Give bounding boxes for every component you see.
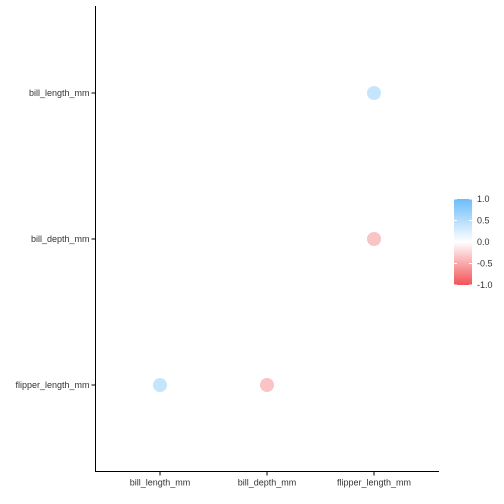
data-points	[153, 86, 381, 392]
legend-ticks: 1.0 0.5 0.0 -0.5 -1.0	[454, 194, 493, 290]
y-tick-label: bill_depth_mm	[31, 234, 90, 244]
y-tick-label: flipper_length_mm	[15, 380, 89, 390]
x-axis-ticks: bill_length_mm bill_depth_mm flipper_lengt…	[130, 471, 411, 488]
legend-tick-label: 1.0	[477, 194, 490, 204]
x-tick-label: bill_length_mm	[130, 478, 191, 488]
legend-tick-label: -1.0	[477, 280, 493, 290]
plot-panel: bill_length_mm bill_depth_mm flipper_lengt…	[15, 6, 439, 488]
data-point	[260, 378, 274, 392]
legend-tick-label: -0.5	[477, 259, 493, 269]
legend-colorbar	[454, 199, 472, 285]
y-tick-label: bill_length_mm	[29, 88, 90, 98]
data-point	[367, 86, 381, 100]
y-axis-ticks: bill_length_mm bill_depth_mm flipper_lengt…	[15, 88, 96, 390]
x-tick-label: flipper_length_mm	[337, 478, 411, 488]
color-legend: 1.0 0.5 0.0 -0.5 -1.0	[454, 194, 493, 290]
legend-tick-label: 0.5	[477, 216, 490, 226]
x-tick-label: bill_depth_mm	[238, 478, 297, 488]
data-point	[367, 232, 381, 246]
data-point	[153, 378, 167, 392]
legend-tick-label: 0.0	[477, 237, 490, 247]
